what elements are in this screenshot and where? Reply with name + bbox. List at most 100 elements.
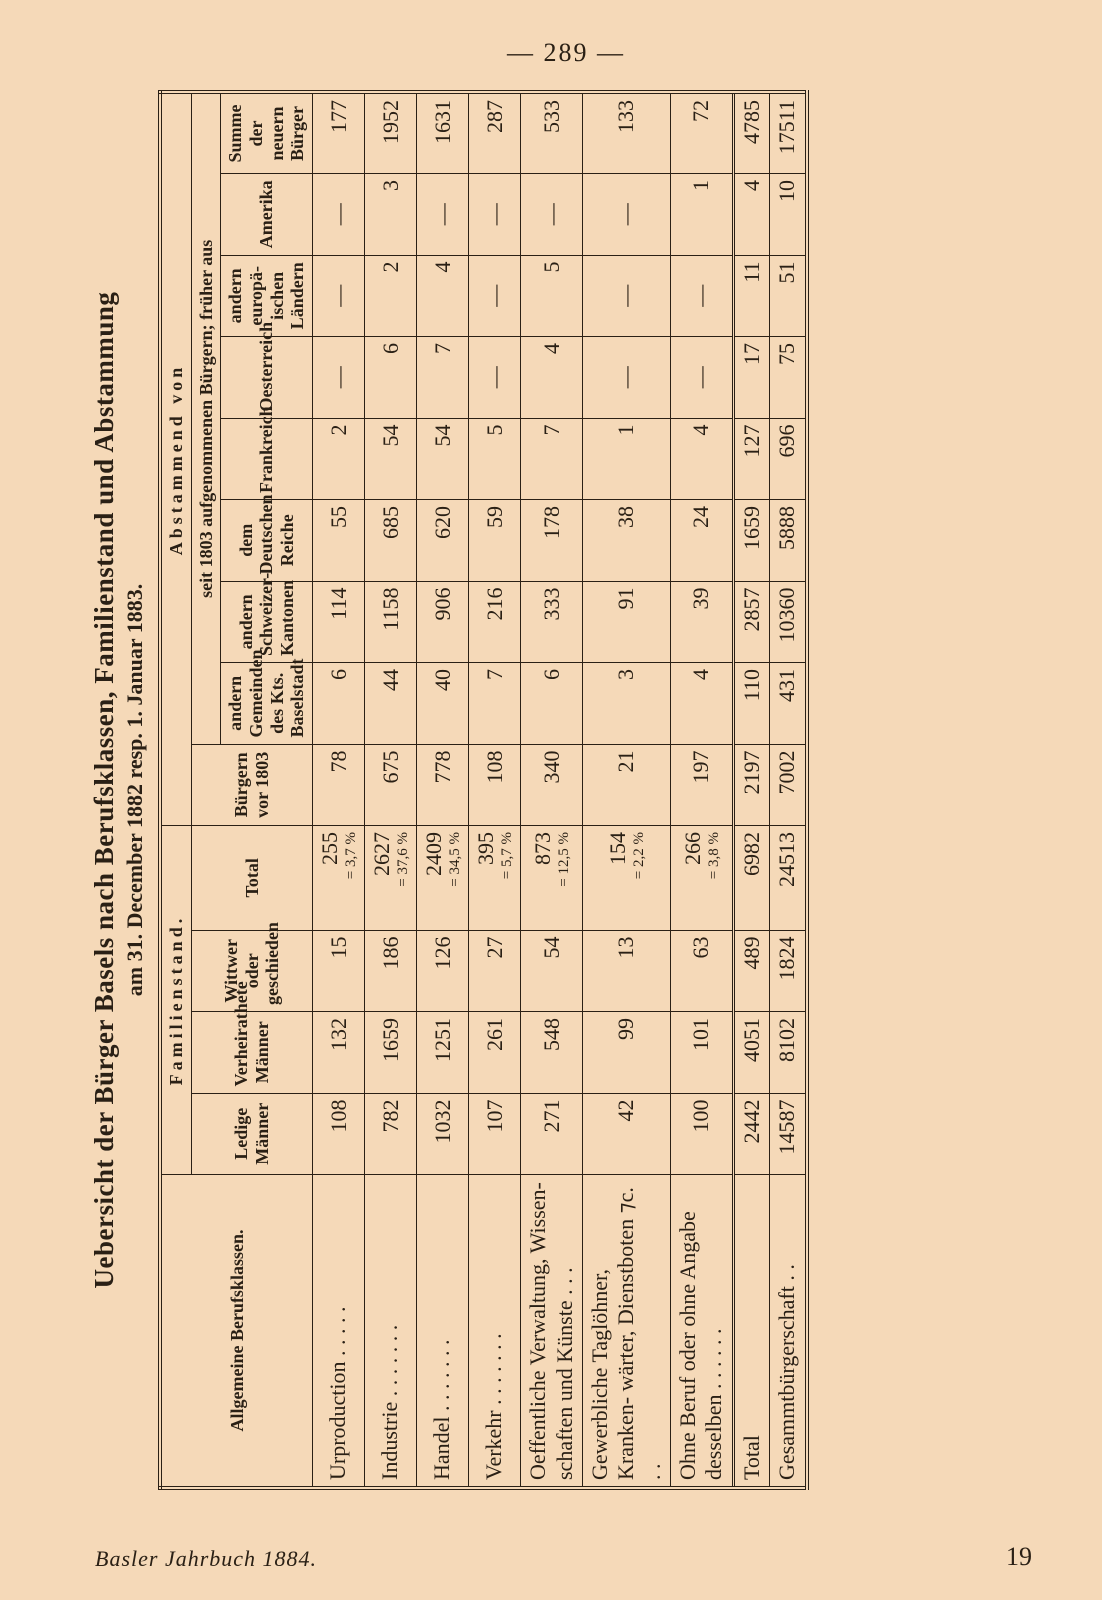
col-summe: Summe der neuern Bürger xyxy=(221,92,313,174)
table-row: Gewerbliche Taglöhner, Kranken- wärter, … xyxy=(582,92,670,1488)
table-cell: 59 xyxy=(469,500,521,582)
table-cell: 6982 xyxy=(733,826,769,931)
table-cell: 4051 xyxy=(733,1012,769,1094)
table-cell: 126 xyxy=(417,930,469,1012)
table-cell: 4785 xyxy=(733,92,769,174)
rotated-table-inner: Uebersicht der Bürger Basels nach Berufs… xyxy=(85,90,1050,1490)
total-cell: 395= 5,7 % xyxy=(469,826,521,931)
total-cell: 2409= 34,5 % xyxy=(417,826,469,931)
table-body: Urproduction . . . . .10813215255= 3,7 %… xyxy=(313,92,807,1488)
table-cell: — xyxy=(521,174,583,256)
row-label: Ohne Beruf oder ohne Angabe desselben . … xyxy=(671,1175,734,1488)
table-cell: 178 xyxy=(521,500,583,582)
col-oesterreich: Oesterreich xyxy=(221,337,313,419)
table-cell: — xyxy=(469,255,521,337)
table-row: Ohne Beruf oder ohne Angabe desselben . … xyxy=(671,92,734,1488)
table-cell: 15 xyxy=(313,930,365,1012)
table-cell: 333 xyxy=(521,581,583,663)
table-cell: 4 xyxy=(521,337,583,419)
table-cell: 127 xyxy=(733,418,769,500)
table-cell: 4 xyxy=(671,418,734,500)
table-cell: — xyxy=(469,174,521,256)
table-cell: 261 xyxy=(469,1012,521,1094)
table-cell: 197 xyxy=(671,744,734,826)
table-cell: 3 xyxy=(582,663,670,745)
table-cell: 11 xyxy=(733,255,769,337)
col-berufsklassen: Allgemeine Berufsklassen. xyxy=(160,1175,313,1488)
table-cell: 108 xyxy=(313,1093,365,1175)
table-row: Handel . . . . . . .103212511262409= 34,… xyxy=(417,92,469,1488)
table-cell: 75 xyxy=(770,337,807,419)
table-cell: 431 xyxy=(770,663,807,745)
table-cell: — xyxy=(417,174,469,256)
total-percent: = 3,8 % xyxy=(706,832,723,924)
table-cell: 1824 xyxy=(770,930,807,1012)
row-label: Oeffentliche Verwaltung, Wissen- schafte… xyxy=(521,1175,583,1488)
table-cell: 63 xyxy=(671,930,734,1012)
total-percent: = 37,6 % xyxy=(395,832,412,924)
table-cell: 4 xyxy=(733,174,769,256)
table-cell: 14587 xyxy=(770,1093,807,1175)
group-abstammung-sub: seit 1803 aufgenommenen Bürgern; früher … xyxy=(191,92,221,744)
col-verheirathete: Verheirathete Männer xyxy=(191,1012,312,1094)
page-number: 289 xyxy=(70,38,1062,68)
table-cell: — xyxy=(582,337,670,419)
table-cell: 17 xyxy=(733,337,769,419)
table-cell: 6 xyxy=(521,663,583,745)
table-title: Uebersicht der Bürger Basels nach Berufs… xyxy=(89,90,120,1490)
table-cell: 42 xyxy=(582,1093,670,1175)
table-cell: 27 xyxy=(469,930,521,1012)
total-cell: 2627= 37,6 % xyxy=(365,826,417,931)
main-table: Allgemeine Berufsklassen. Familienstand.… xyxy=(158,90,809,1490)
total-percent: = 5,7 % xyxy=(499,832,516,924)
table-cell: 132 xyxy=(313,1012,365,1094)
table-cell: 548 xyxy=(521,1012,583,1094)
col-ledige: Ledige Männer xyxy=(191,1093,312,1175)
table-cell: 1 xyxy=(582,418,670,500)
table-cell: 3 xyxy=(365,174,417,256)
table-cell: 216 xyxy=(469,581,521,663)
col-amerika: Amerika xyxy=(221,174,313,256)
total-cell: 154= 2,2 % xyxy=(582,826,670,931)
table-cell: 177 xyxy=(313,92,365,174)
table-cell: 782 xyxy=(365,1093,417,1175)
row-label: Handel . . . . . . . xyxy=(417,1175,469,1488)
table-row: Urproduction . . . . .10813215255= 3,7 %… xyxy=(313,92,365,1488)
table-cell: 2 xyxy=(365,255,417,337)
group-familienstand: Familienstand. xyxy=(160,826,191,1175)
table-cell: 186 xyxy=(365,930,417,1012)
total-cell: 255= 3,7 % xyxy=(313,826,365,931)
table-cell: — xyxy=(313,174,365,256)
table-cell: 685 xyxy=(365,500,417,582)
table-cell: 1659 xyxy=(365,1012,417,1094)
table-cell: 620 xyxy=(417,500,469,582)
table-cell: 5 xyxy=(521,255,583,337)
col-total: Total xyxy=(191,826,312,931)
total-percent: = 12,5 % xyxy=(556,832,573,924)
table-cell: 287 xyxy=(469,92,521,174)
table-cell: 21 xyxy=(582,744,670,826)
table-cell: — xyxy=(582,255,670,337)
table-cell: 54 xyxy=(521,930,583,1012)
table-cell: 489 xyxy=(733,930,769,1012)
col-vor1803: Bürgern vor 1803 xyxy=(191,744,312,826)
row-label: Gewerbliche Taglöhner, Kranken- wärter, … xyxy=(582,1175,670,1488)
table-cell: 4 xyxy=(417,255,469,337)
table-cell: 54 xyxy=(417,418,469,500)
table-cell: 906 xyxy=(417,581,469,663)
table-cell: 7 xyxy=(417,337,469,419)
table-subtitle: am 31. December 1882 resp. 1. Januar 188… xyxy=(122,90,148,1490)
table-cell: 7002 xyxy=(770,744,807,826)
table-cell: 39 xyxy=(671,581,734,663)
total-percent: = 34,5 % xyxy=(447,832,464,924)
table-cell: 78 xyxy=(313,744,365,826)
table-cell: 1631 xyxy=(417,92,469,174)
table-cell: 1659 xyxy=(733,500,769,582)
footer-right: 19 xyxy=(1006,1542,1032,1572)
total-cell: 266= 3,8 % xyxy=(671,826,734,931)
table-row: Oeffentliche Verwaltung, Wissen- schafte… xyxy=(521,92,583,1488)
table-cell: 133 xyxy=(582,92,670,174)
table-cell: — xyxy=(671,255,734,337)
table-cell: 108 xyxy=(469,744,521,826)
table-cell: 778 xyxy=(417,744,469,826)
